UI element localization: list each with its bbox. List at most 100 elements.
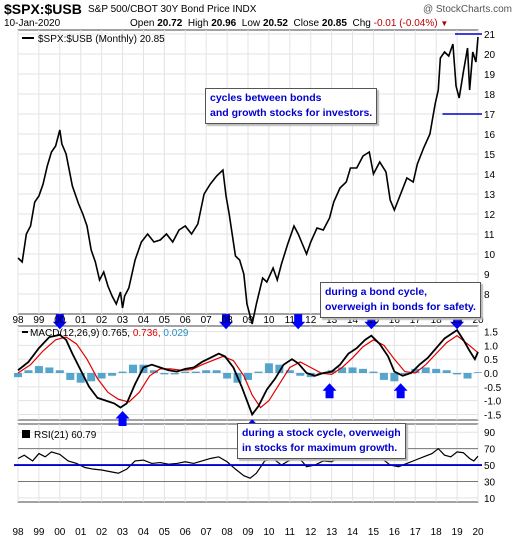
x-tick-label-top: 02	[96, 315, 108, 326]
macd-histogram-bar	[24, 370, 33, 373]
macd-panel-title: MACD(12,26,9) 0.765, 0.736, 0.029	[30, 328, 189, 339]
y-tick-label: -1.0	[484, 397, 502, 408]
x-tick-label-bottom: 06	[180, 527, 192, 538]
x-tick-label-top: 19	[452, 315, 464, 326]
y-tick-label: 20	[484, 50, 496, 61]
x-tick-label-top: 16	[389, 315, 401, 326]
macd-histogram-bar	[421, 367, 430, 373]
date-label: 10-Jan-2020	[4, 18, 61, 29]
open-value: 20.72	[157, 18, 183, 29]
chg-value: -0.01 (-0.04%)	[373, 18, 438, 29]
x-tick-label-top: 08	[222, 315, 234, 326]
x-tick-label-top: 09	[242, 315, 254, 326]
y-tick-label: 8	[484, 290, 490, 301]
macd-line	[17, 328, 479, 417]
macd-histogram-bar	[359, 368, 367, 373]
macd-histogram-bar	[202, 370, 211, 373]
x-tick-label-top: 15	[368, 315, 380, 326]
y-tick-label: 18	[484, 90, 496, 101]
macd-histogram-bar	[160, 373, 169, 375]
y-tick-label: 14	[484, 170, 496, 181]
macd-histogram-bar	[379, 373, 388, 380]
macd-histogram-bar	[432, 368, 441, 373]
close-label: Close	[293, 18, 320, 29]
price-panel-title: $SPX:$USB (Monthly) 20.85	[38, 34, 165, 45]
macd-histogram-bar	[87, 373, 96, 382]
macd-histogram-bar	[14, 373, 22, 378]
y-tick-label: 9	[484, 270, 490, 281]
y-tick-label: 10	[484, 494, 496, 505]
x-tick-label-bottom: 14	[347, 527, 359, 538]
macd-histogram-bar	[338, 367, 347, 373]
macd-histogram-bar	[474, 372, 482, 373]
macd-histogram-bar	[55, 370, 64, 373]
x-tick-label-bottom: 02	[96, 527, 108, 538]
y-tick-label: 0.0	[484, 369, 498, 380]
y-tick-label: 17	[484, 110, 496, 121]
macd-title-main: MACD(12,26,9) 0.765,	[30, 328, 133, 339]
x-tick-label-top: 98	[12, 315, 24, 326]
chart-subtitle: S&P 500/CBOT 30Y Bond Price INDX	[88, 4, 257, 15]
macd-histogram-bar	[296, 373, 305, 376]
x-tick-label-top: 99	[33, 315, 45, 326]
chg-label: Chg	[352, 18, 371, 29]
x-tick-label-bottom: 99	[33, 527, 45, 538]
macd-signal-value: 0.736,	[133, 328, 164, 339]
x-tick-label-bottom: 17	[410, 527, 422, 538]
macd-histogram-bar	[45, 367, 54, 373]
x-tick-label-top: 05	[159, 315, 171, 326]
y-tick-label: 1.0	[484, 341, 498, 352]
macd-histogram-bar	[453, 373, 462, 375]
x-tick-label-bottom: 10	[263, 527, 275, 538]
x-tick-label-bottom: 03	[117, 527, 129, 538]
y-tick-label: 70	[484, 445, 496, 456]
low-label: Low	[241, 18, 261, 29]
macd-signal-line	[17, 334, 479, 409]
x-tick-label-top: 13	[326, 315, 338, 326]
y-tick-label: 11	[484, 230, 495, 241]
x-tick-label-bottom: 04	[138, 527, 150, 538]
x-tick-label-top: 01	[75, 315, 87, 326]
annotation-stock: during a stock cycle, overweigh in stocks…	[237, 423, 406, 459]
x-tick-label-bottom: 98	[12, 527, 24, 538]
macd-histogram-bar	[97, 373, 106, 379]
y-tick-label: -1.5	[484, 410, 502, 421]
macd-histogram-bar	[212, 370, 221, 373]
y-tick-label: 12	[484, 210, 496, 221]
y-tick-label: 90	[484, 428, 496, 439]
y-tick-label: 50	[484, 461, 496, 472]
credit-text: @ StockCharts.com	[422, 4, 512, 15]
rsi-panel-title: RSI(21) 60.79	[34, 430, 97, 441]
y-tick-label: 19	[484, 70, 496, 81]
y-tick-label: 10	[484, 250, 496, 261]
down-arrow-icon	[364, 314, 379, 330]
x-tick-label-top: 00	[54, 315, 66, 326]
macd-histogram-bar	[181, 371, 190, 373]
low-value: 20.52	[262, 18, 288, 29]
macd-histogram-bar	[108, 373, 117, 376]
y-tick-label: 30	[484, 477, 496, 488]
x-tick-label-bottom: 01	[75, 527, 87, 538]
macd-histogram-bar	[76, 373, 85, 383]
macd-histogram-bar	[390, 373, 399, 382]
down-triangle-icon: ▼	[440, 19, 449, 28]
y-tick-label: 15	[484, 150, 496, 161]
macd-histogram-bar	[442, 370, 451, 373]
macd-histogram-bar	[348, 367, 357, 373]
x-tick-label-top: 20	[472, 315, 484, 326]
down-arrow-icon	[52, 314, 67, 330]
down-arrow-icon	[291, 314, 306, 330]
x-tick-label-bottom: 18	[431, 527, 443, 538]
x-tick-label-top: 17	[410, 315, 422, 326]
x-tick-label-top: 14	[347, 315, 359, 326]
rsi-legend-swatch	[22, 430, 30, 438]
x-tick-label-bottom: 07	[201, 527, 213, 538]
annotation-bond: during a bond cycle, overweigh in bonds f…	[320, 282, 481, 318]
up-arrow-icon	[393, 383, 408, 399]
macd-histogram-bar	[34, 366, 43, 373]
macd-histogram-value: 0.029	[163, 328, 188, 339]
high-label: High	[187, 18, 209, 29]
macd-histogram-bar	[254, 371, 263, 373]
x-tick-label-bottom: 15	[368, 527, 380, 538]
